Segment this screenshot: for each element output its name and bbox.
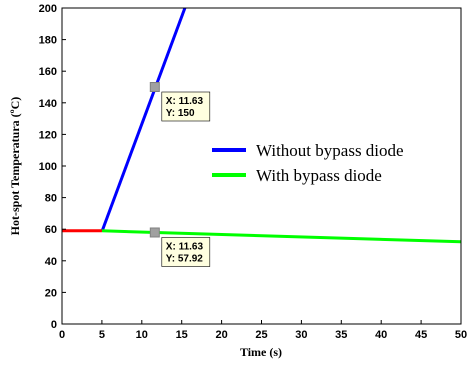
y-tick-label: 120 (39, 129, 57, 141)
x-tick-label: 40 (375, 329, 387, 341)
x-tick-label: 30 (295, 329, 307, 341)
datatip-text: X: 11.63 (166, 96, 204, 107)
x-tick-label: 15 (176, 329, 188, 341)
y-tick-label: 200 (39, 3, 57, 15)
datatip-text: Y: 57.92 (166, 253, 203, 264)
x-axis-title: Time (s) (240, 345, 282, 359)
y-tick-label: 0 (51, 319, 57, 331)
y-tick-label: 40 (45, 256, 57, 268)
y-tick-label: 160 (39, 66, 57, 78)
y-tick-label: 80 (45, 193, 57, 205)
series-layer (62, 7, 462, 244)
x-tick-label: 50 (455, 329, 467, 341)
datatip-marker (149, 82, 160, 92)
plot-area (62, 8, 461, 324)
x-tick-label: 0 (59, 329, 65, 341)
series-line (100, 7, 187, 233)
legend-label: With bypass diode (256, 166, 382, 185)
y-tick-label: 140 (39, 98, 57, 110)
datatip-text: Y: 150 (166, 108, 195, 119)
y-tick-label: 60 (45, 224, 57, 236)
x-tick-label: 20 (215, 329, 227, 341)
axis-ticks: 0 5 10 15 20 25 30 35 40 45 50 0 20 40 60 80 100 120 140 16… (39, 3, 467, 341)
x-tick-label: 10 (136, 329, 148, 341)
datatip-markers (149, 82, 160, 238)
datatip-box (161, 91, 211, 122)
datatip-text: X: 11.63 (166, 241, 204, 252)
y-axis-title: Hot-spot Temperatura (ºC) (8, 97, 22, 236)
legend: Without bypass diode With bypass diode (212, 141, 404, 185)
y-tick-label: 100 (39, 161, 57, 173)
x-tick-label: 5 (99, 329, 105, 341)
x-tick-label: 35 (335, 329, 347, 341)
y-tick-label: 20 (45, 287, 57, 299)
x-tick-label: 45 (415, 329, 427, 341)
x-tick-label: 25 (255, 329, 267, 341)
legend-label: Without bypass diode (256, 141, 404, 160)
datatip-box (161, 237, 211, 267)
series-line (101, 229, 462, 244)
datatip-marker (149, 227, 160, 238)
y-tick-label: 180 (39, 35, 57, 47)
